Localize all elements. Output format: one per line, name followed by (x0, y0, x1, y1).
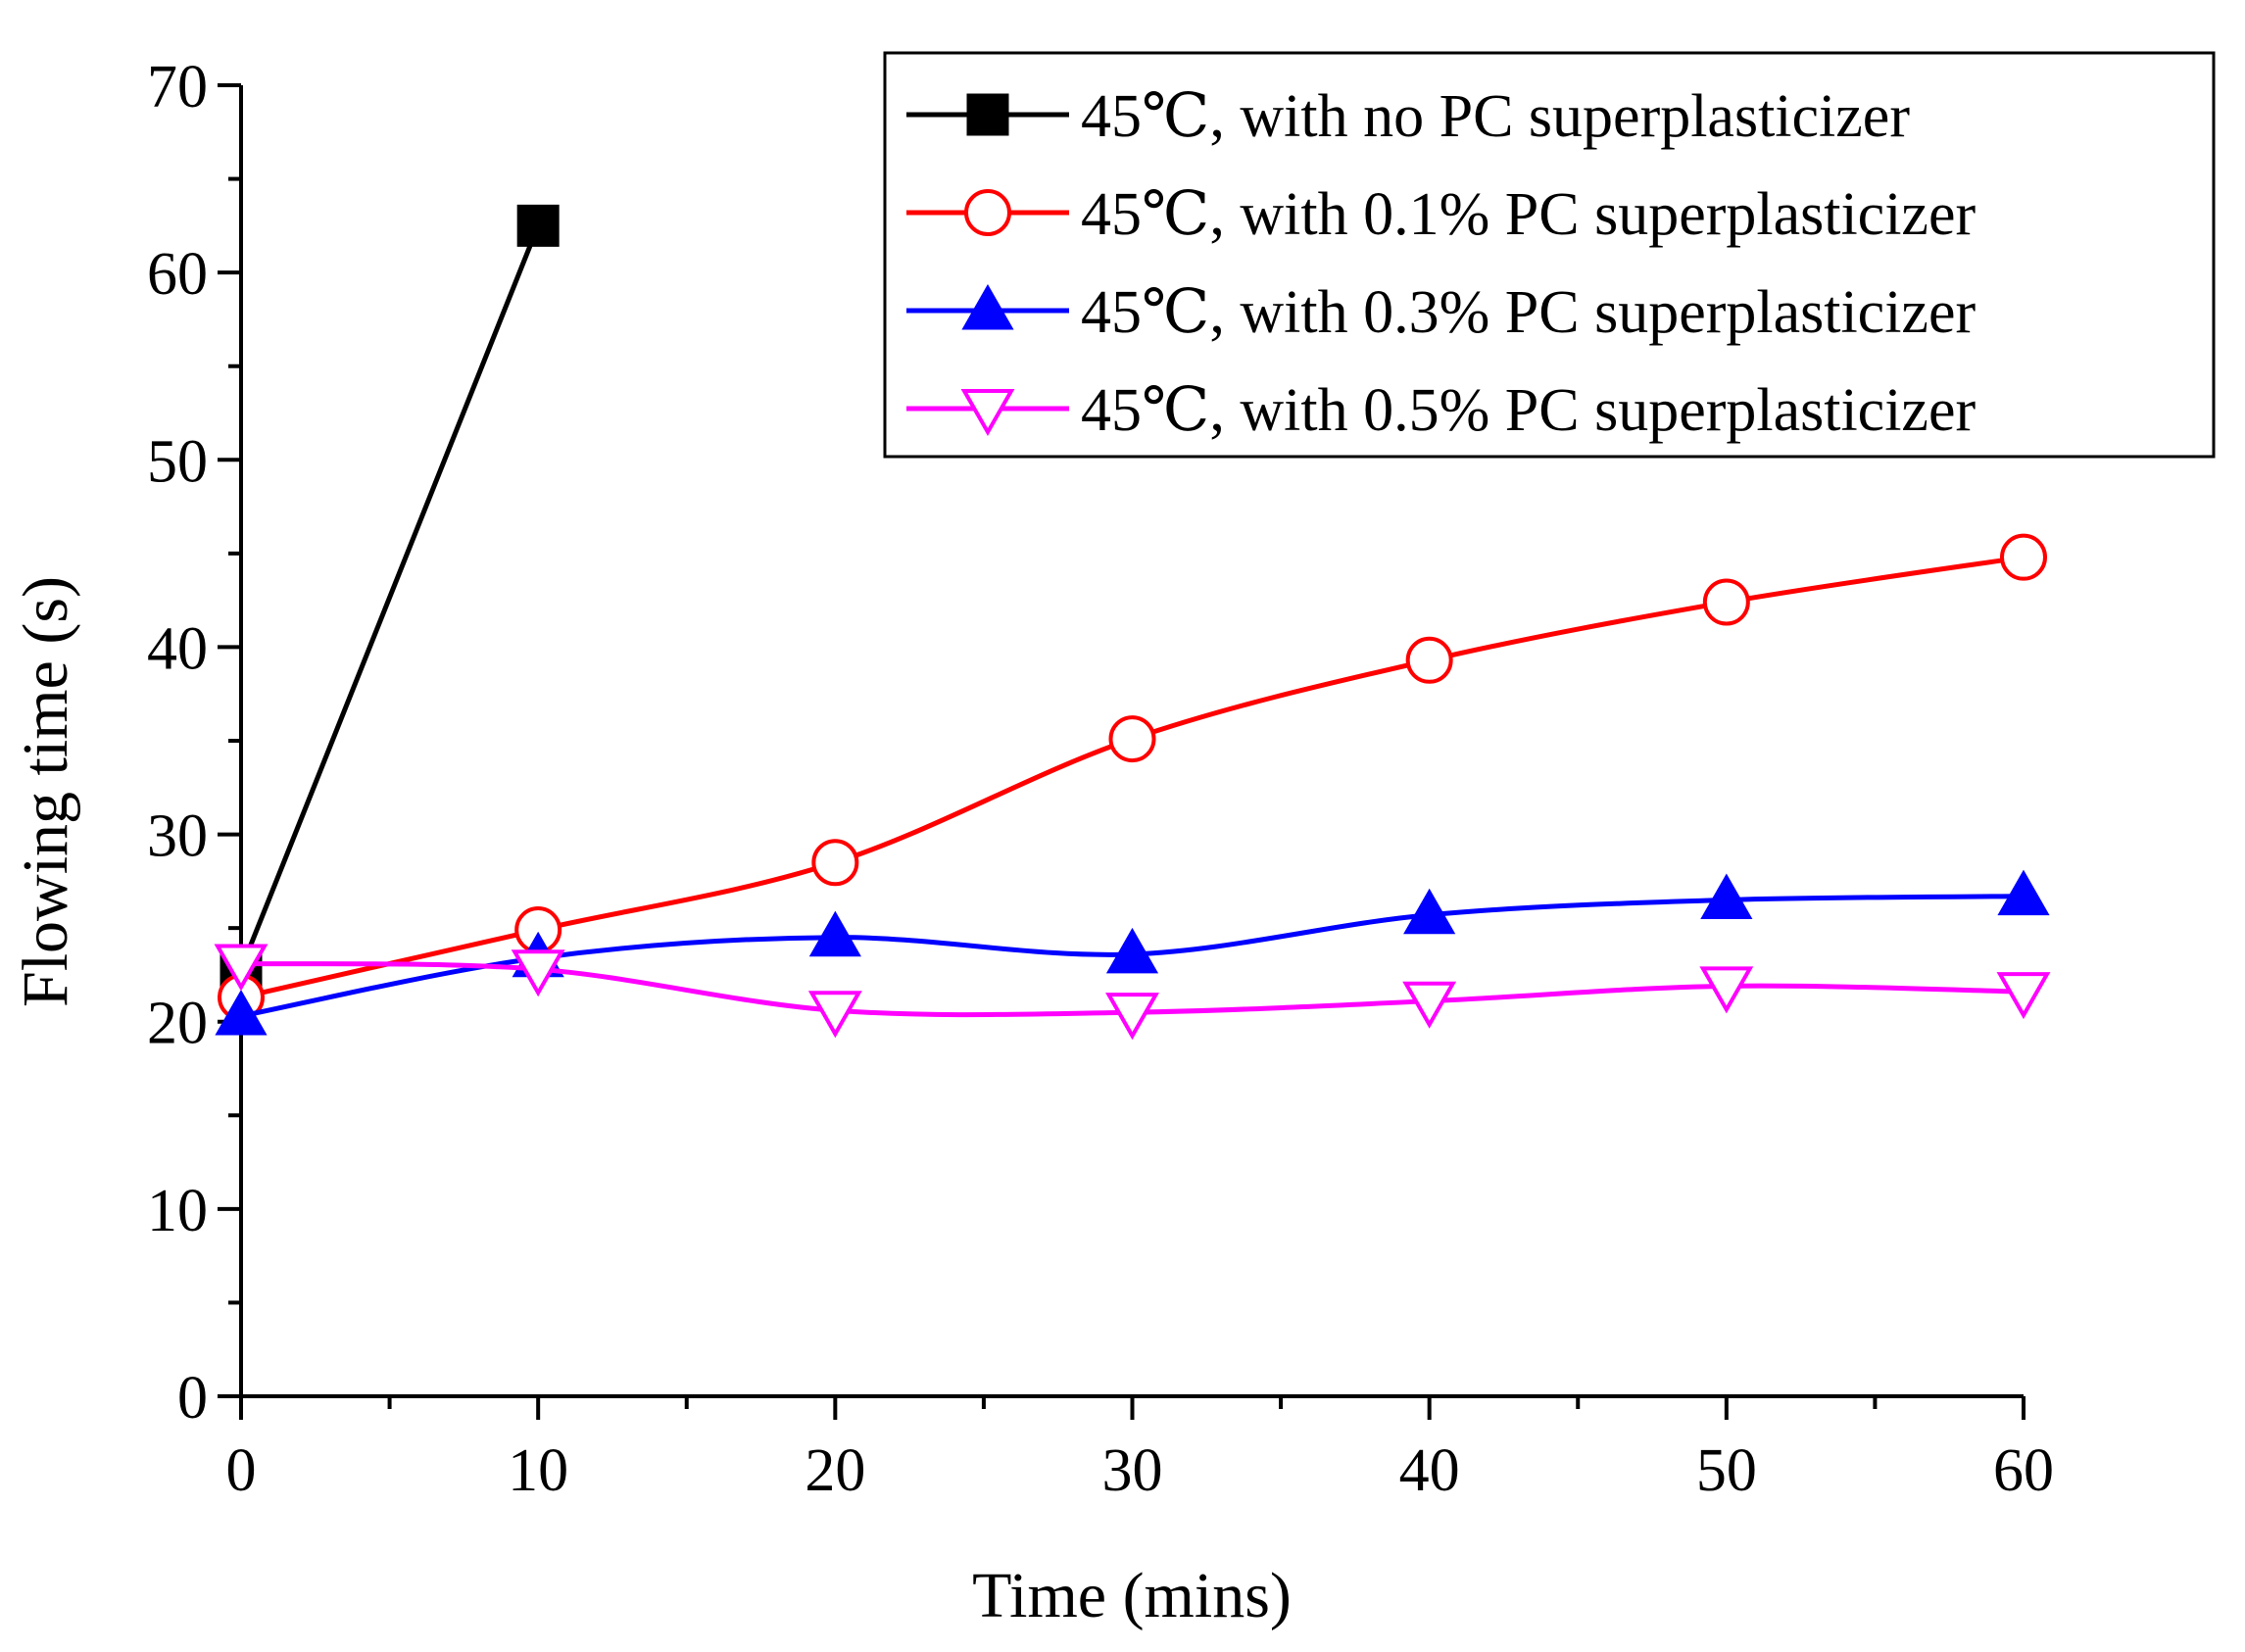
x-tick-label: 0 (226, 1437, 257, 1504)
y-tick-label: 30 (147, 803, 208, 870)
x-tick-label: 30 (1102, 1437, 1163, 1504)
x-tick-label: 60 (1993, 1437, 2054, 1504)
data-point (2000, 533, 2047, 581)
legend-item-3: 45℃, with 0.3% PC superplasticizer (906, 279, 1976, 346)
legend-box (883, 51, 2216, 459)
legend: 45℃, with no PC superplasticizer 45℃, wit… (883, 51, 2216, 459)
x-tick-label: 10 (508, 1437, 568, 1504)
data-point (811, 839, 859, 887)
legend-marker (960, 389, 1015, 437)
data-point (1997, 869, 2050, 916)
data-point (1108, 715, 1156, 763)
y-tick-label: 60 (147, 241, 208, 308)
x-tick-label: 20 (805, 1437, 865, 1504)
legend-marker (964, 189, 1011, 236)
data-point (511, 949, 565, 997)
data-point (215, 989, 268, 1036)
legend-marker (966, 93, 1009, 136)
data-point (1702, 578, 1750, 626)
data-point (808, 910, 861, 957)
series-layer (214, 204, 2051, 1041)
y-tick-label: 20 (147, 991, 208, 1057)
legend-label: 45℃, with 0.3% PC superplasticizer (1081, 279, 1976, 346)
legend-item-1: 45℃, with no PC superplasticizer (906, 83, 1910, 150)
data-point (1402, 981, 1457, 1029)
legend-item-2: 45℃, with 0.1% PC superplasticizer (906, 181, 1976, 248)
y-tick-label: 10 (147, 1178, 208, 1244)
data-point (1996, 972, 2051, 1020)
x-tick-label: 40 (1399, 1437, 1460, 1504)
legend-marker (961, 283, 1014, 330)
y-tick-label: 70 (147, 54, 208, 121)
legend-label: 45℃, with 0.1% PC superplasticizer (1081, 181, 1976, 248)
y-axis-label: Flowing time (s) (10, 576, 81, 1007)
data-point (1700, 873, 1753, 919)
x-tick-label: 50 (1696, 1437, 1757, 1504)
data-point (1105, 927, 1159, 974)
legend-item-4: 45℃, with 0.5% PC superplasticizer (906, 377, 1976, 444)
data-point (807, 991, 862, 1039)
y-tick-label: 40 (147, 615, 208, 682)
series-1 (220, 204, 560, 991)
series-line (238, 224, 541, 971)
y-tick-label: 50 (147, 428, 208, 495)
series-2 (218, 533, 2047, 1021)
data-point (1699, 966, 1754, 1014)
legend-label: 45℃, with no PC superplasticizer (1081, 83, 1910, 150)
data-point (516, 204, 560, 247)
data-point (1405, 636, 1453, 684)
data-point (1105, 993, 1159, 1041)
data-point (1403, 888, 1456, 935)
y-tick-label: 0 (177, 1365, 208, 1432)
legend-label: 45℃, with 0.5% PC superplasticizer (1081, 377, 1976, 444)
data-point (214, 944, 268, 992)
x-axis-label: Time (mins) (972, 1560, 1292, 1631)
series-4 (214, 944, 2051, 1041)
axes: 0 10 20 30 40 50 60 70 0 10 20 30 40 50 60 (147, 54, 2054, 1504)
